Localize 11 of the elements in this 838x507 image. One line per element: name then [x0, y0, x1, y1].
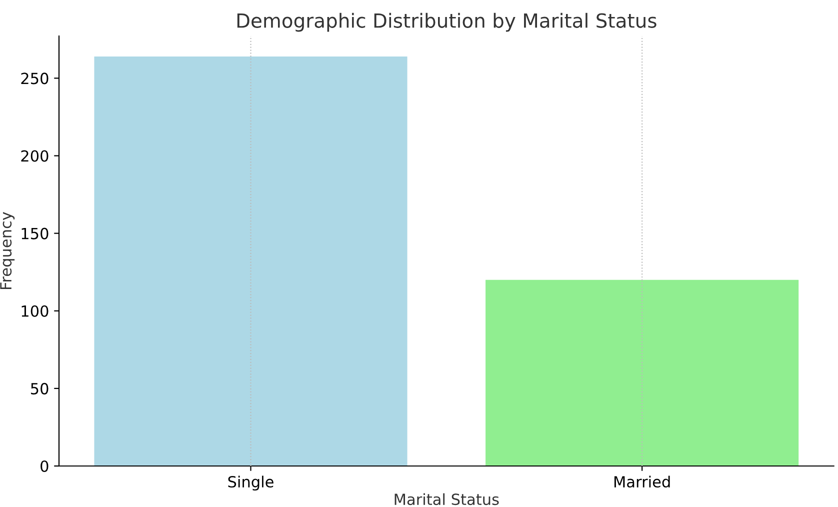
- x-tick-label: Single: [228, 476, 274, 491]
- y-tick-label: 100: [22, 305, 48, 317]
- x-axis-title: Marital Status: [394, 493, 499, 506]
- y-tick-label: 50: [31, 382, 48, 394]
- x-tick-label: Married: [614, 476, 670, 488]
- chart-title: Demographic Distribution by Marital Status: [237, 12, 656, 32]
- y-axis-title: Frequency: [0, 212, 15, 289]
- y-tick-label: 150: [22, 228, 48, 240]
- y-tick-label: 250: [21, 72, 48, 84]
- y-tick-label: 0: [40, 460, 48, 472]
- y-tick-label: 200: [21, 150, 48, 162]
